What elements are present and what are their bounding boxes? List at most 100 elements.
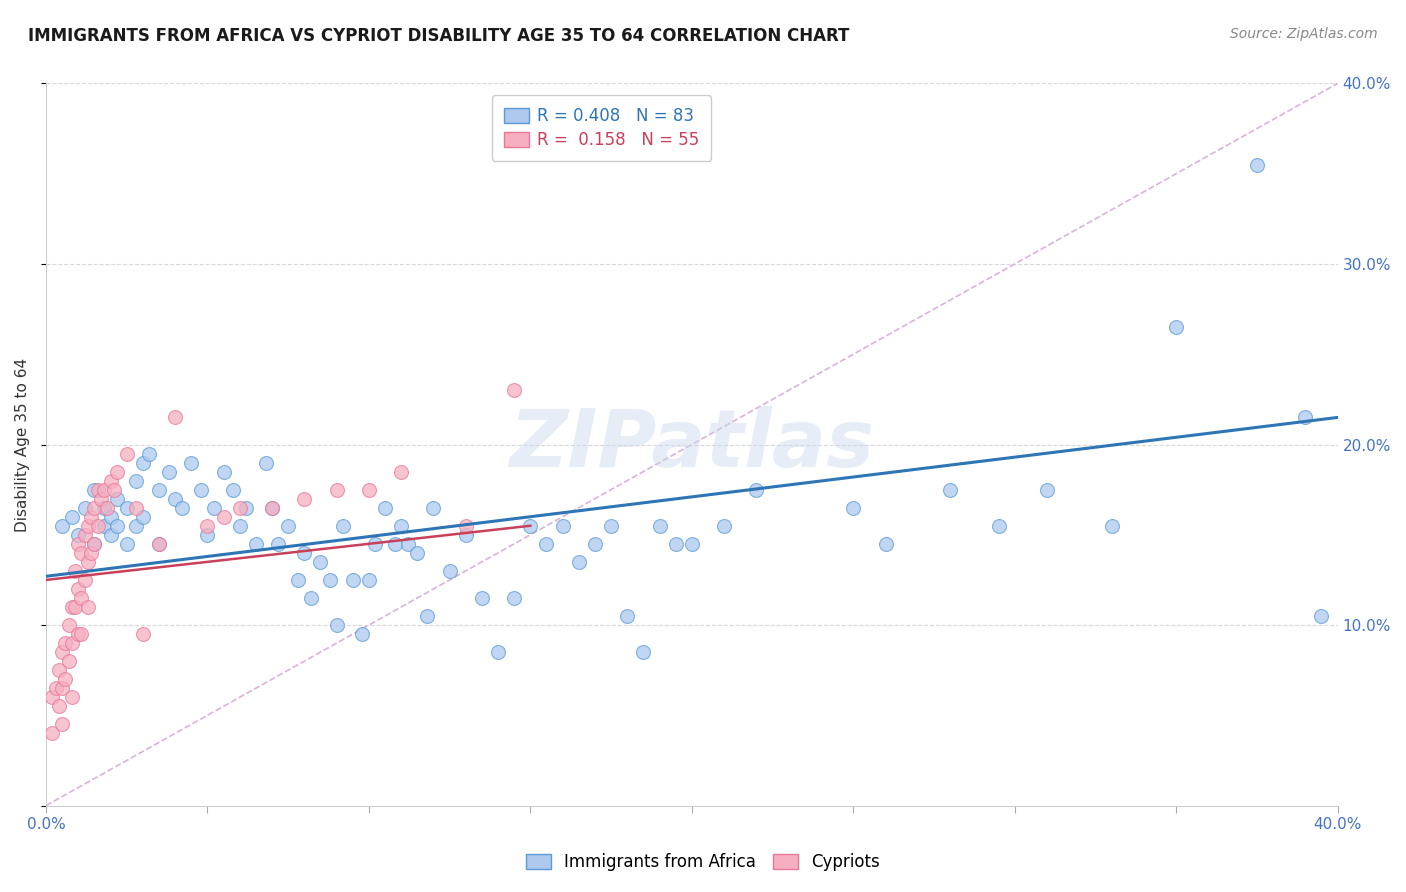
Point — [165, 410, 187, 425]
Point — [67, 537, 90, 551]
Point — [70, 591, 93, 605]
Point — [148, 537, 170, 551]
Point — [83, 537, 105, 551]
Point — [53, 672, 76, 686]
Point — [648, 518, 671, 533]
Point — [180, 456, 202, 470]
Point — [48, 699, 70, 714]
Point — [86, 483, 108, 497]
Point — [132, 509, 155, 524]
Point — [115, 537, 138, 551]
Point — [254, 456, 277, 470]
Point — [73, 500, 96, 515]
Point — [364, 537, 387, 551]
Point — [260, 500, 283, 515]
Point — [100, 528, 122, 542]
Point — [222, 483, 245, 497]
Point — [190, 483, 212, 497]
Point — [132, 627, 155, 641]
Point — [309, 555, 332, 569]
Point — [939, 483, 962, 497]
Point — [325, 483, 347, 497]
Point — [63, 599, 86, 614]
Point — [51, 681, 73, 696]
Point — [267, 537, 290, 551]
Point — [1036, 483, 1059, 497]
Point — [503, 591, 526, 605]
Point — [60, 690, 83, 705]
Point — [551, 518, 574, 533]
Point — [53, 636, 76, 650]
Point — [1294, 410, 1316, 425]
Point — [105, 491, 128, 506]
Point — [132, 456, 155, 470]
Point — [105, 465, 128, 479]
Y-axis label: Disability Age 35 to 64: Disability Age 35 to 64 — [15, 358, 30, 532]
Point — [287, 573, 309, 587]
Point — [633, 645, 655, 659]
Point — [454, 528, 477, 542]
Point — [519, 518, 541, 533]
Point — [138, 446, 160, 460]
Point — [454, 518, 477, 533]
Point — [389, 518, 412, 533]
Point — [70, 627, 93, 641]
Point — [77, 599, 100, 614]
Point — [93, 500, 115, 515]
Point — [60, 599, 83, 614]
Point — [665, 537, 688, 551]
Text: IMMIGRANTS FROM AFRICA VS CYPRIOT DISABILITY AGE 35 TO 64 CORRELATION CHART: IMMIGRANTS FROM AFRICA VS CYPRIOT DISABI… — [28, 27, 849, 45]
Point — [157, 465, 180, 479]
Point — [212, 465, 235, 479]
Point — [115, 500, 138, 515]
Point — [60, 509, 83, 524]
Point — [503, 384, 526, 398]
Point — [58, 654, 80, 668]
Point — [406, 546, 429, 560]
Point — [48, 663, 70, 677]
Point — [93, 518, 115, 533]
Point — [1246, 158, 1268, 172]
Point — [70, 546, 93, 560]
Point — [60, 636, 83, 650]
Point — [41, 726, 63, 740]
Point — [202, 500, 225, 515]
Point — [416, 609, 439, 624]
Point — [125, 518, 148, 533]
Point — [51, 717, 73, 731]
Point — [67, 627, 90, 641]
Point — [486, 645, 509, 659]
Point — [93, 483, 115, 497]
Point — [212, 509, 235, 524]
Point — [713, 518, 735, 533]
Point — [1166, 320, 1188, 334]
Point — [299, 591, 322, 605]
Point — [83, 537, 105, 551]
Point — [45, 681, 67, 696]
Point — [197, 528, 219, 542]
Point — [67, 528, 90, 542]
Point — [83, 500, 105, 515]
Point — [277, 518, 299, 533]
Legend: R = 0.408   N = 83, R =  0.158   N = 55: R = 0.408 N = 83, R = 0.158 N = 55 — [492, 95, 711, 161]
Point — [80, 546, 103, 560]
Point — [681, 537, 703, 551]
Point — [77, 518, 100, 533]
Point — [987, 518, 1010, 533]
Point — [842, 500, 865, 515]
Point — [86, 518, 108, 533]
Point — [600, 518, 623, 533]
Point — [67, 582, 90, 596]
Point — [332, 518, 354, 533]
Point — [384, 537, 406, 551]
Point — [319, 573, 342, 587]
Point — [292, 491, 315, 506]
Point — [77, 555, 100, 569]
Point — [63, 564, 86, 578]
Point — [616, 609, 638, 624]
Point — [357, 483, 380, 497]
Point — [83, 483, 105, 497]
Point — [422, 500, 444, 515]
Point — [41, 690, 63, 705]
Text: ZIPatlas: ZIPatlas — [509, 406, 875, 483]
